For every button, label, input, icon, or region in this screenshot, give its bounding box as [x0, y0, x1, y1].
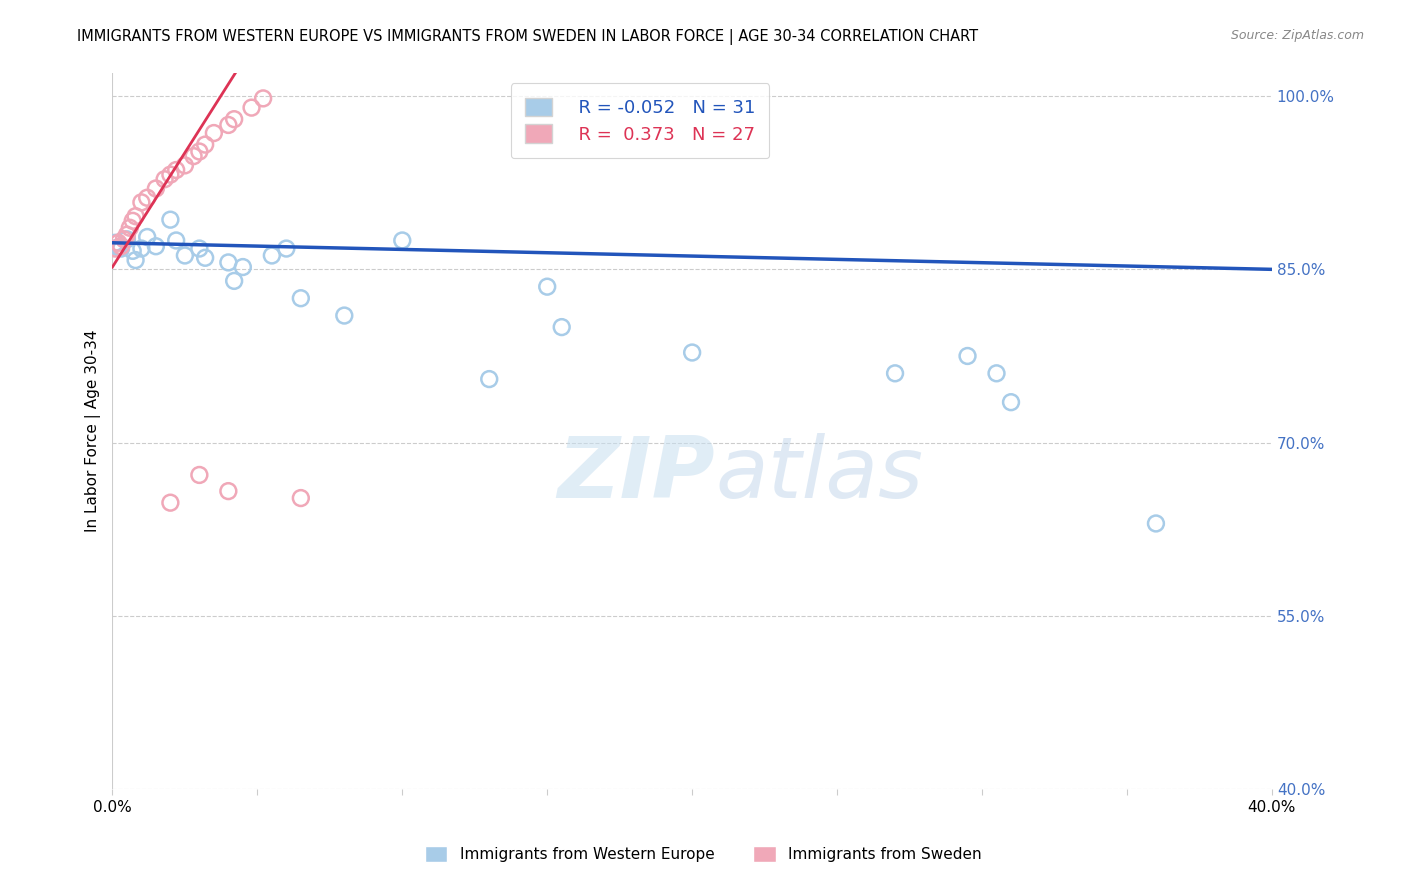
- Point: [173, 248, 195, 262]
- Point: [104, 235, 127, 250]
- Point: [986, 367, 1008, 381]
- Point: [153, 172, 176, 186]
- Text: atlas: atlas: [716, 433, 924, 516]
- Point: [131, 242, 153, 256]
- Point: [115, 232, 138, 246]
- Point: [131, 195, 153, 210]
- Y-axis label: In Labor Force | Age 30-34: In Labor Force | Age 30-34: [86, 330, 101, 533]
- Point: [145, 181, 167, 195]
- Point: [194, 137, 217, 152]
- Point: [217, 255, 239, 269]
- Text: Source: ZipAtlas.com: Source: ZipAtlas.com: [1230, 29, 1364, 42]
- Point: [112, 232, 135, 246]
- Point: [478, 372, 501, 386]
- Point: [232, 260, 254, 274]
- Text: ZIP: ZIP: [558, 433, 716, 516]
- Point: [173, 158, 195, 172]
- Point: [188, 467, 211, 482]
- Text: IMMIGRANTS FROM WESTERN EUROPE VS IMMIGRANTS FROM SWEDEN IN LABOR FORCE | AGE 30: IMMIGRANTS FROM WESTERN EUROPE VS IMMIGR…: [77, 29, 979, 45]
- Point: [159, 212, 181, 227]
- Point: [217, 484, 239, 499]
- Point: [165, 234, 187, 248]
- Point: [183, 149, 205, 163]
- Point: [551, 320, 574, 334]
- Point: [165, 163, 187, 178]
- Point: [217, 118, 239, 132]
- Point: [107, 235, 129, 250]
- Point: [145, 239, 167, 253]
- Legend:   R = -0.052   N = 31,   R =  0.373   N = 27: R = -0.052 N = 31, R = 0.373 N = 27: [510, 84, 769, 158]
- Point: [159, 496, 181, 510]
- Point: [194, 251, 217, 265]
- Point: [136, 230, 159, 244]
- Point: [124, 209, 146, 223]
- Point: [188, 145, 211, 159]
- Point: [124, 253, 146, 268]
- Point: [260, 248, 283, 262]
- Point: [536, 279, 558, 293]
- Point: [1000, 395, 1022, 409]
- Point: [1144, 516, 1167, 531]
- Point: [110, 242, 132, 256]
- Legend: Immigrants from Western Europe, Immigrants from Sweden: Immigrants from Western Europe, Immigran…: [419, 840, 987, 868]
- Point: [104, 242, 127, 256]
- Point: [118, 220, 141, 235]
- Point: [681, 345, 703, 359]
- Point: [121, 244, 143, 258]
- Point: [252, 91, 274, 105]
- Point: [159, 168, 181, 182]
- Point: [224, 274, 246, 288]
- Point: [956, 349, 979, 363]
- Point: [333, 309, 356, 323]
- Point: [202, 126, 225, 140]
- Point: [240, 101, 263, 115]
- Point: [110, 239, 132, 253]
- Point: [884, 367, 907, 381]
- Point: [107, 240, 129, 254]
- Point: [136, 191, 159, 205]
- Point: [121, 214, 143, 228]
- Point: [224, 112, 246, 127]
- Point: [115, 227, 138, 242]
- Point: [391, 234, 413, 248]
- Point: [276, 242, 298, 256]
- Point: [188, 242, 211, 256]
- Point: [290, 491, 312, 505]
- Point: [290, 291, 312, 305]
